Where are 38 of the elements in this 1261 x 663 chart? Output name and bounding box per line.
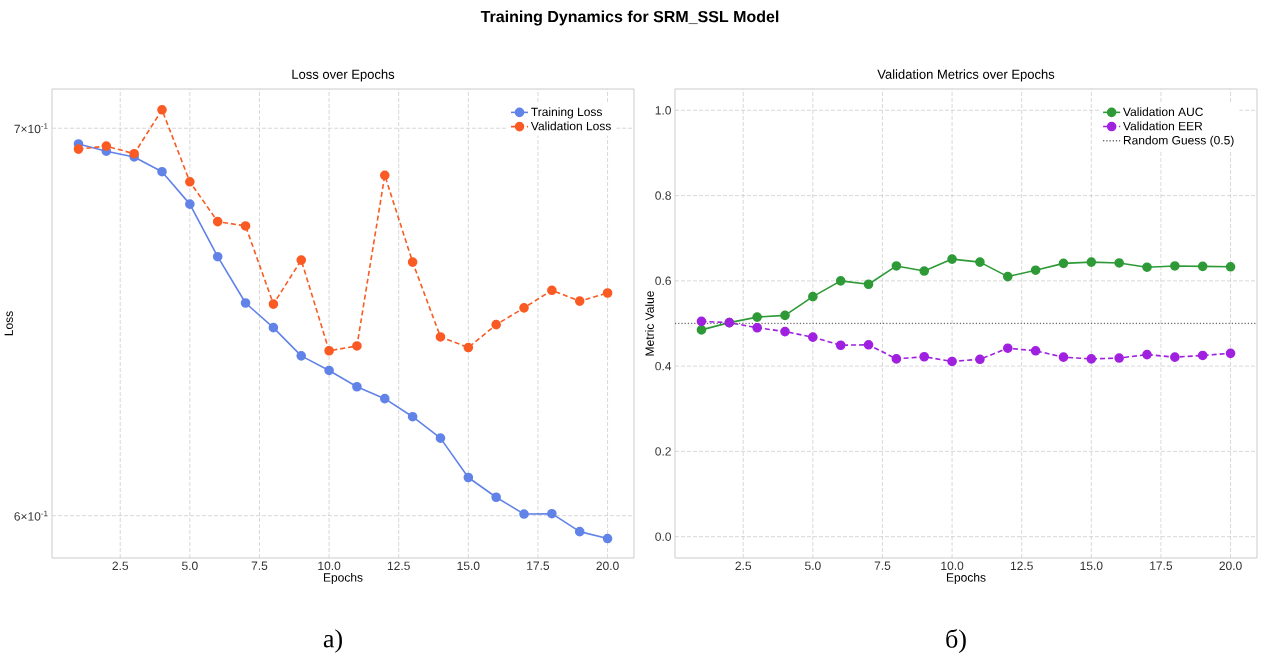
y-tick-label: 1.0 — [655, 106, 672, 115]
y-tick-label: 0.8 — [655, 191, 671, 200]
y-tick-label: 7×10$^{-1}$ — [14, 123, 48, 134]
y-tick-label: 6×10$^{-1}$ — [14, 510, 48, 521]
x-tick-label: 5.0 — [182, 561, 198, 571]
y-axis-title: Loss — [4, 311, 13, 336]
legend-label: Validation EER — [1123, 121, 1203, 131]
x-axis-title: Epochs — [323, 572, 363, 585]
y-tick-label: 0.2 — [655, 447, 671, 456]
legend-label: Random Guess (0.5) — [1123, 135, 1234, 147]
y-tick-label: 0.6 — [655, 276, 671, 286]
y-tick-label: 0.0 — [655, 532, 672, 541]
x-tick-label: 5.0 — [804, 561, 821, 571]
x-tick-label: 12.5 — [387, 561, 410, 571]
x-tick-label: 15.0 — [457, 561, 480, 571]
x-tick-label: 10.0 — [941, 561, 964, 571]
legend-label: Validation Loss — [530, 121, 611, 131]
text: а) — [323, 629, 342, 653]
x-tick-label: 17.5 — [527, 561, 550, 570]
x-axis-title: Epochs — [946, 572, 986, 585]
x-tick-label: 2.5 — [112, 561, 129, 571]
chart-title: Loss over Epochs — [292, 69, 395, 82]
chart-title: Validation Metrics over Epochs — [877, 69, 1055, 82]
x-tick-label: 7.5 — [874, 561, 891, 570]
text: Training Dynamics for SRM_SSL Model — [480, 10, 779, 26]
text: б) — [946, 628, 966, 654]
x-tick-label: 12.5 — [1010, 561, 1033, 571]
x-tick-label: 17.5 — [1150, 561, 1173, 570]
x-tick-label: 10.0 — [318, 561, 341, 571]
x-tick-label: 15.0 — [1080, 561, 1103, 571]
x-tick-label: 2.5 — [735, 561, 752, 571]
legend-label: Validation AUC — [1123, 107, 1203, 117]
legend-label: Training Loss — [531, 107, 602, 119]
x-tick-label: 20.0 — [596, 561, 619, 571]
x-tick-label: 20.0 — [1219, 561, 1242, 571]
x-tick-label: 7.5 — [251, 561, 268, 570]
y-tick-label: 0.4 — [655, 361, 672, 371]
y-axis-title: Metric Value — [645, 291, 654, 356]
